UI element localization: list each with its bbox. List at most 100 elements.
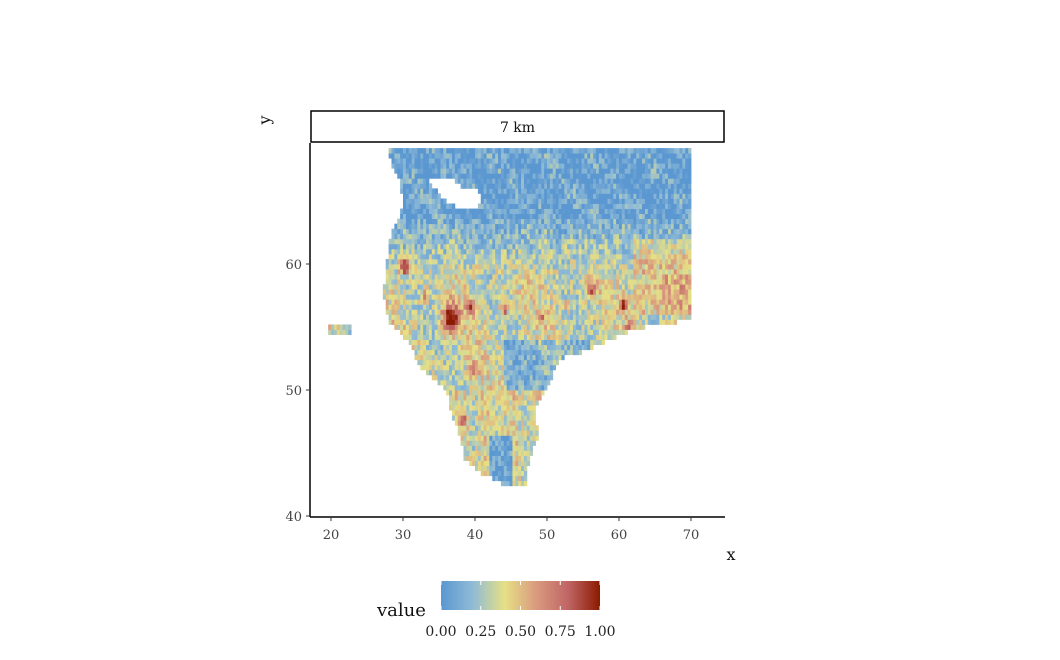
- raster-cell: [414, 329, 418, 335]
- raster-cell: [423, 163, 427, 169]
- raster-cell: [498, 233, 502, 240]
- raster-cell: [457, 269, 461, 275]
- raster-cell: [601, 193, 605, 199]
- raster-cell: [581, 289, 585, 295]
- raster-cell: [521, 208, 525, 214]
- raster-cell: [431, 148, 436, 154]
- raster-cell: [581, 178, 585, 184]
- raster-cell: [400, 253, 404, 260]
- raster-cell: [598, 183, 603, 189]
- raster-cell: [403, 304, 407, 310]
- raster-cell: [472, 178, 476, 184]
- raster-cell: [483, 168, 487, 174]
- raster-cell: [547, 364, 551, 371]
- raster-cell: [437, 324, 441, 330]
- raster-cell: [578, 309, 582, 315]
- raster-cell: [581, 218, 585, 225]
- raster-cell: [498, 334, 502, 340]
- raster-cell: [529, 233, 533, 240]
- raster-cell: [676, 238, 680, 245]
- raster-cell: [538, 329, 542, 335]
- raster-cell: [475, 334, 479, 340]
- raster-cell: [644, 289, 649, 295]
- raster-cell: [437, 208, 441, 214]
- raster-cell: [578, 193, 582, 199]
- raster-cell: [538, 384, 542, 391]
- raster-cell: [535, 238, 539, 245]
- raster-cell: [665, 319, 669, 325]
- raster-cell: [619, 284, 623, 290]
- raster-cell: [446, 304, 450, 310]
- raster-cell: [682, 289, 686, 295]
- raster-cell: [581, 163, 585, 169]
- raster-cell: [498, 148, 502, 154]
- raster-cell: [688, 218, 692, 225]
- raster-cell: [590, 158, 594, 164]
- raster-cell: [532, 319, 536, 325]
- raster-cell: [526, 405, 531, 411]
- raster-cell: [518, 395, 522, 401]
- raster-cell: [469, 153, 473, 159]
- raster-cell: [460, 289, 464, 295]
- raster-cell: [607, 284, 611, 290]
- raster-cell: [575, 228, 580, 235]
- raster-cell: [624, 324, 629, 330]
- raster-cell: [428, 158, 433, 164]
- raster-cell: [397, 148, 401, 154]
- raster-cell: [624, 233, 629, 240]
- raster-cell: [595, 319, 600, 325]
- raster-cell: [463, 400, 467, 406]
- raster-cell: [526, 334, 531, 340]
- raster-cell: [541, 329, 545, 335]
- raster-cell: [403, 238, 407, 245]
- raster-cell: [593, 163, 597, 169]
- raster-cell: [523, 405, 528, 411]
- raster-cell: [578, 203, 582, 209]
- raster-cell: [633, 299, 637, 305]
- raster-cell: [647, 178, 652, 184]
- raster-cell: [647, 213, 652, 220]
- raster-cell: [662, 208, 666, 214]
- raster-cell: [417, 359, 421, 366]
- raster-cell: [547, 319, 551, 325]
- raster-cell: [547, 158, 551, 164]
- raster-cell: [512, 233, 516, 240]
- raster-cell: [636, 188, 640, 194]
- raster-cell: [449, 369, 453, 376]
- raster-cell: [515, 183, 519, 189]
- raster-cell: [633, 248, 637, 255]
- raster-cell: [495, 294, 499, 300]
- raster-cell: [529, 243, 533, 250]
- raster-cell: [518, 173, 522, 179]
- raster-cell: [518, 329, 522, 335]
- raster-cell: [434, 344, 438, 351]
- raster-cell: [469, 354, 473, 361]
- raster-cell: [642, 289, 646, 295]
- raster-cell: [616, 168, 620, 174]
- raster-cell: [449, 379, 453, 386]
- raster-cell: [506, 450, 510, 456]
- raster-cell: [503, 289, 508, 295]
- raster-cell: [593, 284, 597, 290]
- raster-cell: [434, 173, 438, 179]
- raster-cell: [417, 289, 421, 295]
- raster-cell: [486, 264, 490, 270]
- raster-cell: [518, 349, 522, 356]
- raster-cell: [512, 460, 516, 466]
- raster-cell: [667, 319, 672, 325]
- raster-cell: [676, 153, 680, 159]
- raster-cell: [443, 369, 447, 376]
- raster-cell: [673, 158, 677, 164]
- raster-cell: [506, 440, 510, 446]
- raster-cell: [584, 339, 588, 346]
- raster-cell: [526, 395, 531, 401]
- raster-cell: [454, 208, 459, 214]
- raster-cell: [604, 203, 608, 209]
- raster-cell: [653, 198, 657, 204]
- raster-cell: [454, 233, 459, 240]
- raster-cell: [443, 208, 447, 214]
- raster-cell: [411, 243, 415, 250]
- raster-cell: [584, 279, 588, 285]
- raster-cell: [449, 339, 453, 346]
- raster-cell: [535, 430, 539, 436]
